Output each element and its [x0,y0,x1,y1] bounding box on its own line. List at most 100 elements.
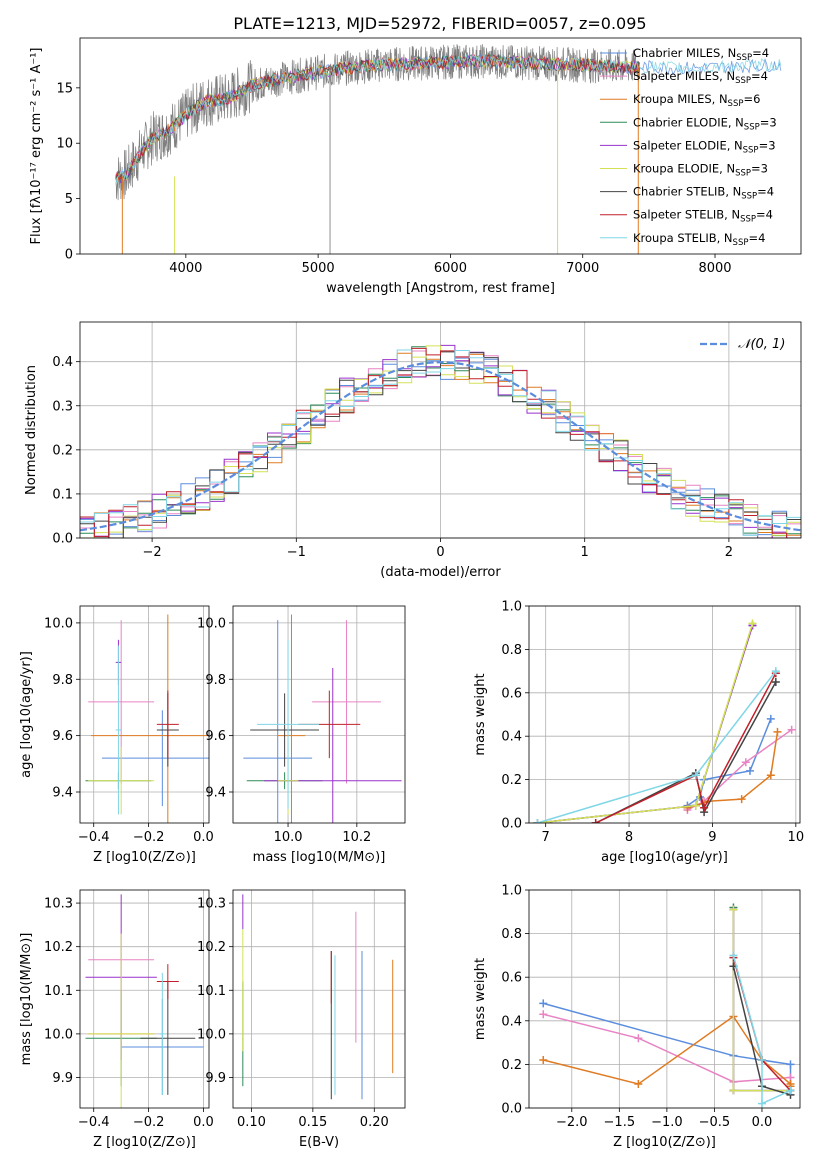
y-axis-label: Normed distribution [24,365,39,495]
y-tick-label: 9.4 [52,786,73,801]
y-tick-label: 10 [56,137,73,152]
x-axis-label: Z [log10(Z/Z⊙)] [613,1135,716,1150]
series-marker [737,795,746,804]
panel-ebv_mass: 0.10 0.15 0.20 9.9 10.0 10.1 10.2 10.3 E(B-V) [197,889,406,1150]
x-tick-label: 6000 [434,261,467,276]
legend-subscript: SSP [728,99,744,109]
y-tick-label: 0.0 [501,1102,522,1117]
legend-subscript: SSP [744,122,760,132]
series-marker [786,1086,795,1095]
series-marker [757,1099,766,1108]
panel-spectrum: 4000 5000 6000 7000 8000 0 5 10 15 wavelength [An… [29,37,802,296]
series-marker [539,1010,548,1019]
axes-frame [232,605,406,824]
y-tick-label: 10.2 [197,940,226,955]
legend-subscript: SSP [733,238,749,248]
y-tick-label: 9.9 [205,1071,226,1086]
model-curve [115,54,782,186]
x-tick-label: −2.0 [556,1115,588,1130]
legend-count: =4 [751,69,768,83]
y-tick-label: 0.4 [52,355,73,370]
x-tick-label: −1.5 [604,1115,636,1130]
panel-mass_age: 10.0 10.2 9.4 9.6 9.8 10.0 mass [log10(M/M⊙)] [197,605,406,865]
residual-histogram [80,347,801,538]
x-tick-label: 7000 [566,261,599,276]
y-tick-label: 15 [56,81,73,96]
axes-frame [79,605,210,824]
x-tick-label: 0.20 [360,1115,389,1130]
panel-z_age: −0.4 −0.2 0.0 9.4 9.6 9.8 10.0 Z [log10(Z/Z⊙)] a… [19,605,214,865]
y-axis-label: Flux [fλ10⁻¹⁷ erg cm⁻² s⁻¹ A⁻¹] [29,48,44,245]
figure-title: PLATE=1213, MJD=52972, FIBERID=0057, z=0… [233,14,646,33]
x-tick-label: −2 [143,545,162,560]
panel-z_massweight: −2.0 −1.5 −1.0 −0.5 0.0 0.0 0.2 0.4 0.6 0.8 1.0 Z [… [473,884,801,1150]
y-axis-label: mass weight [473,958,488,1040]
legend-entry: Chabrier STELIB, NSSP=4 [633,185,774,202]
plot-area [85,894,204,1108]
legend-entry: Chabrier MILES, NSSP=4 [633,46,769,63]
y-tick-label: 0.4 [501,730,522,745]
y-axis-label: mass [log10(M/M⊙)] [19,933,34,1066]
x-axis-label: E(B-V) [299,1135,339,1150]
legend-entry: Kroupa STELIB, NSSP=4 [633,231,765,248]
x-tick-label: 9 [708,830,716,845]
x-tick-label: 0.0 [193,1115,214,1130]
x-tick-label: 5000 [302,261,335,276]
plot-area [539,903,795,1108]
y-tick-label: 10.0 [197,1027,226,1042]
legend-entry: Kroupa ELODIE, NSSP=3 [633,162,768,179]
legend-subscript: SSP [736,53,752,63]
y-tick-label: 0.0 [501,817,522,832]
y-tick-label: 0.6 [501,686,522,701]
y-tick-label: 10.0 [44,1027,73,1042]
legend-entry: Chabrier ELODIE, NSSP=3 [633,115,777,132]
x-tick-label: 10.0 [274,830,303,845]
legend-entry: Salpeter STELIB, NSSP=4 [633,208,773,225]
y-tick-label: 1.0 [501,884,522,899]
series-marker [691,801,700,810]
legend-count: =3 [751,162,768,176]
series-marker [748,619,757,628]
axes-frame [232,889,406,1109]
legend-entry: Salpeter ELODIE, NSSP=3 [633,138,776,155]
legend-entry: 𝒩(0, 1) [738,337,785,352]
plot-area [85,614,209,823]
plot-area [243,614,402,823]
y-tick-label: 0 [65,248,73,263]
y-tick-label: 10.2 [44,940,73,955]
y-tick-label: 0.4 [501,1014,522,1029]
x-axis-label: wavelength [Angstrom, rest frame] [326,281,555,296]
x-tick-label: −0.2 [133,1115,165,1130]
x-tick-label: −0.4 [78,830,110,845]
gaussian-curve [80,360,801,532]
y-tick-label: 9.8 [205,673,226,688]
y-tick-label: 1.0 [501,600,522,615]
x-tick-label: 8 [625,830,633,845]
x-axis-label: Z [log10(Z/Z⊙)] [93,850,196,865]
y-tick-label: 0.0 [52,532,73,547]
axes-frame [79,321,802,539]
legend-entry: Kroupa MILES, NSSP=6 [633,92,760,109]
x-tick-label: 8000 [698,261,731,276]
series-marker [729,905,738,914]
legend-subscript: SSP [741,192,757,202]
y-tick-label: 0.2 [52,443,73,458]
series-marker [766,771,775,780]
series-marker [745,766,754,775]
residual-histogram [80,349,801,536]
series-line [595,681,777,823]
model-curve [115,54,640,180]
y-tick-label: 0.2 [501,1058,522,1073]
y-tick-label: 9.4 [205,786,226,801]
y-tick-label: 0.8 [501,927,522,942]
x-tick-label: −0.2 [133,830,165,845]
x-axis-label: mass [log10(M/M⊙)] [253,850,386,865]
y-tick-label: 10.1 [197,984,226,999]
y-tick-label: 10.1 [44,984,73,999]
y-tick-label: 0.2 [501,773,522,788]
x-tick-label: 4000 [169,261,202,276]
residual-histogram [80,351,801,538]
axes-frame [79,37,802,255]
axes-frame [528,889,801,1109]
